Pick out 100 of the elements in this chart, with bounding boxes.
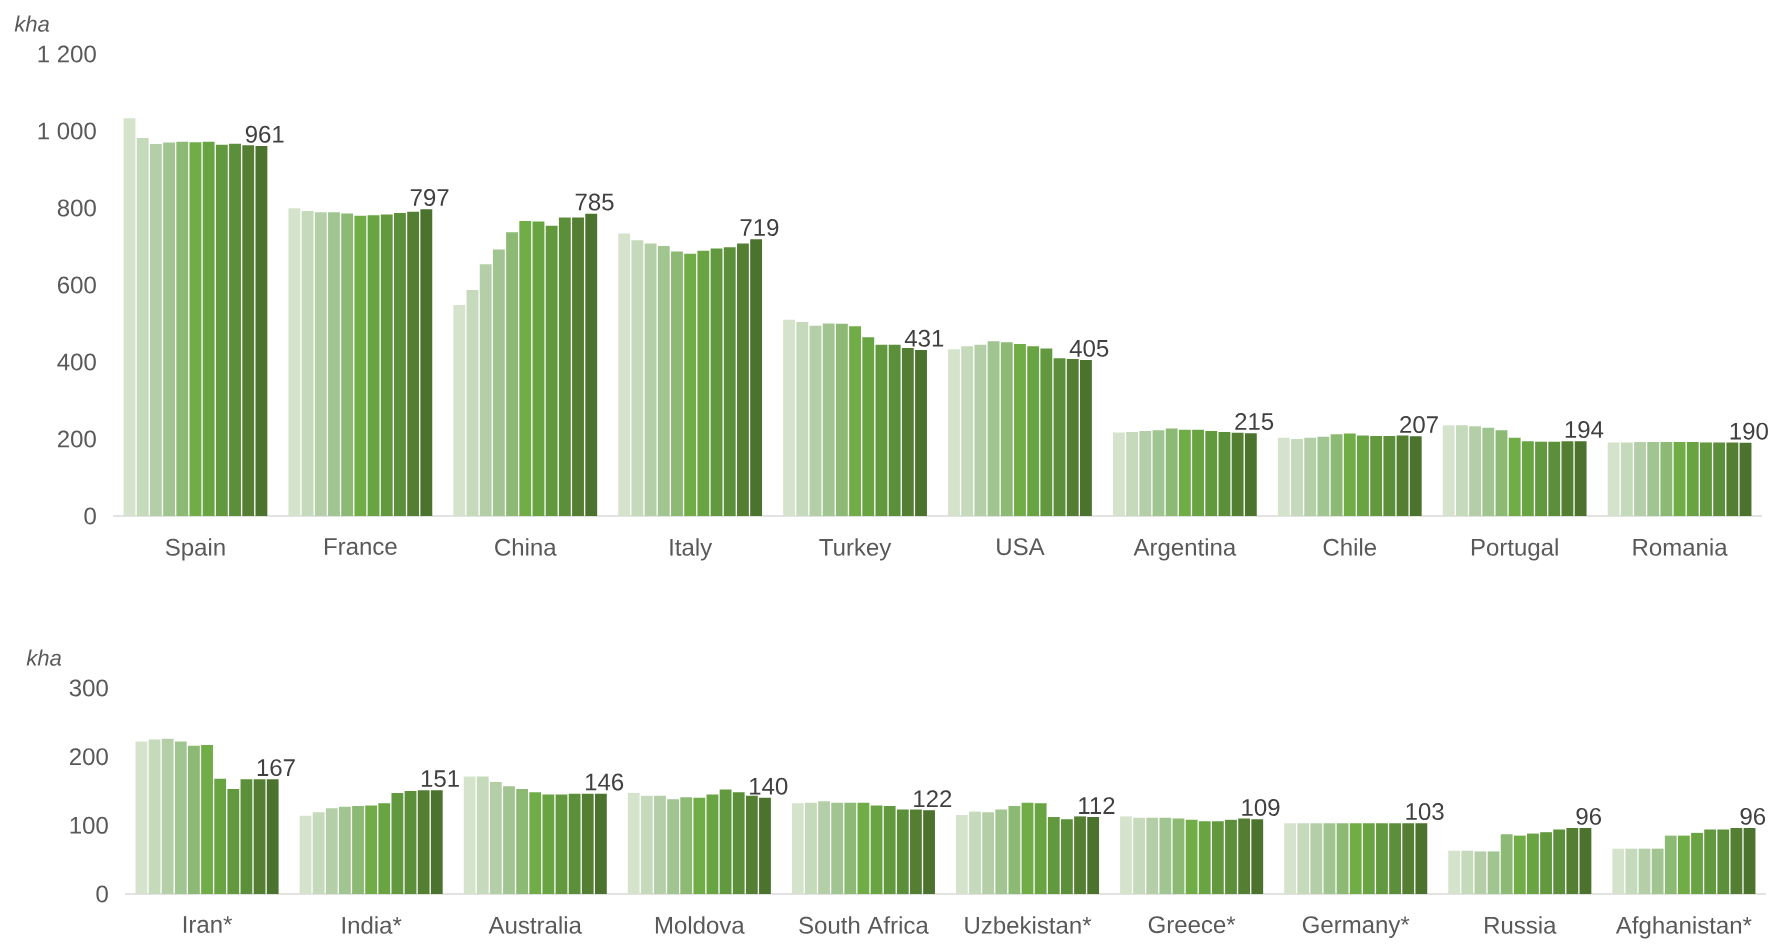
bar — [148, 739, 161, 894]
data-label: 146 — [585, 773, 624, 791]
y-axis-title: kha — [26, 649, 62, 666]
bar — [969, 811, 981, 894]
bar — [301, 211, 314, 516]
bar — [466, 289, 479, 516]
data-label: 719 — [740, 218, 779, 236]
bar — [519, 221, 532, 516]
bar — [706, 794, 719, 894]
bar — [783, 319, 796, 516]
x-tick-label: Italy — [670, 538, 713, 561]
data-label: 122 — [914, 790, 952, 808]
bar — [1487, 851, 1500, 894]
bar — [732, 792, 745, 894]
bar — [1455, 425, 1468, 516]
bar — [463, 776, 476, 894]
bar — [1053, 358, 1066, 516]
data-label: 151 — [421, 770, 459, 788]
bar — [1495, 430, 1508, 516]
bar — [328, 212, 340, 516]
bar — [657, 246, 670, 516]
bar — [995, 809, 1008, 894]
bar — [693, 797, 706, 894]
data-label: 194 — [1565, 421, 1604, 439]
data-label: 190 — [1730, 422, 1768, 440]
bar — [1310, 823, 1323, 894]
x-tick-label: South Africa — [799, 916, 929, 934]
bar — [719, 789, 732, 894]
x-tick-label: Germany* — [1302, 916, 1410, 938]
bar — [1561, 441, 1574, 516]
bar — [1474, 851, 1487, 894]
bar — [188, 745, 200, 894]
bar — [1336, 823, 1349, 894]
bar — [367, 215, 380, 516]
bar — [288, 208, 301, 516]
bar — [955, 815, 968, 894]
data-label: 215 — [1235, 413, 1274, 431]
bar — [1730, 828, 1743, 894]
bar — [644, 243, 657, 516]
x-tick-label: Romania — [1633, 538, 1728, 556]
y-tick-label: 100 — [70, 816, 108, 834]
bar — [1574, 441, 1587, 516]
bar — [314, 212, 327, 516]
bar — [1500, 834, 1513, 894]
bar — [516, 788, 529, 894]
x-tick-label: Spain — [165, 538, 225, 561]
bar — [1297, 823, 1310, 894]
data-label: 961 — [245, 125, 284, 143]
bar — [723, 247, 736, 516]
y-tick-label: 0 — [96, 885, 108, 903]
bar — [796, 321, 809, 516]
bar — [791, 803, 804, 894]
bar — [818, 801, 830, 894]
bar — [489, 782, 502, 894]
bar — [835, 323, 848, 516]
x-tick-label: Argentina — [1133, 538, 1237, 561]
bar — [1482, 427, 1495, 516]
x-tick-label: Iran* — [183, 916, 233, 933]
bar — [1647, 442, 1660, 516]
bar — [844, 802, 857, 894]
bar — [1664, 835, 1677, 894]
bar — [352, 806, 364, 894]
bar — [1566, 828, 1579, 894]
bar — [1726, 442, 1739, 516]
bar — [253, 779, 266, 894]
x-tick-label: Greece* — [1148, 916, 1236, 934]
bar — [1323, 823, 1336, 894]
x-tick-label: China — [495, 538, 557, 556]
data-label: 785 — [575, 193, 614, 211]
bar — [568, 793, 581, 894]
data-label: 103 — [1406, 803, 1444, 821]
bar — [1409, 436, 1422, 516]
bar — [1021, 802, 1034, 894]
bar — [822, 323, 835, 516]
bar — [1172, 818, 1185, 894]
x-tick-label: Portugal — [1471, 538, 1558, 561]
bar — [476, 776, 489, 894]
bar — [1008, 806, 1021, 894]
bar — [354, 215, 367, 516]
bar — [338, 806, 351, 894]
bar — [640, 795, 653, 894]
data-label: 140 — [750, 777, 788, 795]
bar — [1330, 434, 1343, 516]
bar — [123, 118, 136, 516]
bar — [453, 305, 466, 516]
bar — [618, 233, 631, 516]
bar — [135, 741, 148, 894]
data-label: 207 — [1400, 416, 1438, 434]
x-tick-label: Uzbekistan* — [965, 916, 1092, 934]
bar — [987, 341, 1000, 516]
bar — [1442, 425, 1455, 516]
bar — [680, 797, 693, 894]
bar — [1133, 817, 1146, 894]
bar — [492, 249, 505, 516]
bar — [555, 794, 568, 894]
bar — [312, 812, 325, 894]
bar — [982, 812, 995, 894]
bar — [240, 779, 253, 894]
bar — [710, 248, 723, 516]
bar — [805, 802, 817, 894]
